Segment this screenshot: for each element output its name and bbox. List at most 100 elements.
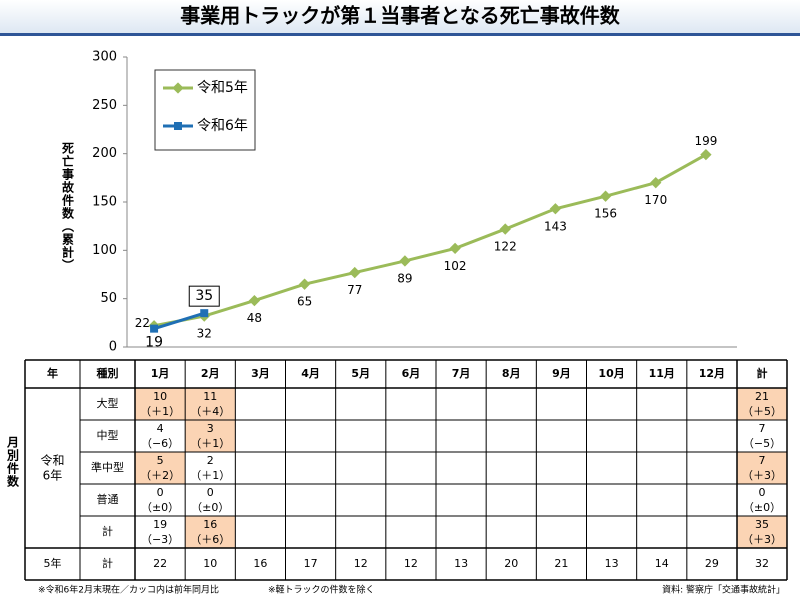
legend-label: 令和5年 (197, 80, 248, 96)
row-label: 大型 (97, 396, 119, 410)
value-label: 77 (347, 283, 362, 297)
cell-highlight (737, 516, 787, 548)
y-tick-label: 0 (109, 340, 117, 355)
row-label: 普通 (97, 492, 119, 506)
cell-highlight (737, 388, 787, 420)
cell-change: （＋4） (190, 405, 230, 418)
value-label: 170 (644, 193, 667, 207)
value-label: 32 (197, 327, 212, 341)
marker (700, 148, 712, 161)
table-header: 3月 (251, 367, 270, 380)
value-label: 122 (494, 240, 517, 254)
value-label: 22 (135, 316, 150, 330)
note: ※軽トラックの件数を除く (268, 584, 375, 596)
value-label: 48 (247, 311, 262, 325)
table-header: 年 (47, 366, 58, 380)
title: 事業用トラックが第１当事者となる死亡事故件数 (180, 4, 620, 28)
table-header: 10月 (598, 367, 624, 380)
table-header: 8月 (502, 367, 521, 380)
value-label: 199 (694, 134, 717, 148)
marker (449, 242, 461, 255)
marker (650, 177, 662, 189)
cell-value: 21 (755, 390, 769, 403)
row-label: 計 (102, 524, 113, 538)
cell-highlight (135, 388, 186, 420)
cell-value: 0 (157, 486, 164, 499)
cell-value: 0 (759, 486, 766, 499)
y-tick-label: 200 (92, 146, 117, 161)
note: ※令和6年2月末現在／カッコ内は前年同月比 (38, 584, 219, 596)
line (153, 153, 707, 328)
line (153, 311, 205, 331)
cell-value: 7 (759, 454, 766, 467)
value-label: 102 (444, 259, 467, 273)
table-header: 12月 (699, 367, 725, 380)
table-header: 種別 (97, 366, 119, 380)
cell-change: （−3） (141, 533, 179, 546)
cell-highlight (185, 388, 236, 420)
cell-value: 21 (554, 557, 568, 570)
cell-change: （±0） (743, 501, 781, 514)
marker (499, 223, 511, 235)
cell-value: 7 (759, 422, 766, 435)
cell-value: 29 (705, 557, 719, 570)
legend-label: 令和6年 (197, 118, 248, 134)
cell-value: 16 (203, 518, 217, 531)
cell-highlight (185, 420, 236, 452)
table-header: 7月 (452, 367, 471, 380)
value-label: 19 (145, 335, 163, 351)
y-tick-label: 150 (92, 195, 117, 210)
marker (349, 266, 361, 279)
side-label: 月別件数 (6, 436, 20, 488)
value-label: 89 (397, 271, 412, 285)
row-label: 中型 (97, 428, 119, 442)
cell-change: （±0） (191, 501, 229, 514)
cell-value: 3 (207, 422, 214, 435)
value-label: 65 (297, 295, 312, 309)
cell-highlight (737, 452, 787, 484)
marker (298, 278, 311, 290)
table-header: 6月 (402, 367, 421, 380)
table-header: 9月 (552, 367, 571, 380)
cell-change: （−6） (141, 437, 179, 450)
cell-change: （＋1） (190, 469, 230, 482)
row-label: 準中型 (91, 460, 124, 474)
y-tick-label: 100 (92, 243, 117, 258)
table-header: 計 (757, 366, 768, 380)
cell-change: （＋6） (190, 533, 230, 546)
cell-value: 22 (153, 557, 167, 570)
cell-value: 10 (153, 390, 167, 403)
cell-change: （＋3） (742, 533, 782, 546)
cell-change: （＋3） (742, 469, 782, 482)
row-label: 5年 (44, 556, 62, 570)
table-header: 5月 (351, 367, 370, 380)
cell-value: 2 (207, 454, 214, 467)
cell-value: 13 (454, 557, 468, 570)
value-label: 156 (594, 207, 617, 221)
cell-highlight (185, 516, 236, 548)
cell-value: 19 (153, 518, 167, 531)
cell-change: （＋2） (140, 469, 180, 482)
cell-change: （＋1） (140, 405, 180, 418)
table-header: 4月 (301, 367, 320, 380)
cell-value: 32 (755, 557, 769, 570)
cell-value: 4 (157, 422, 164, 435)
marker (599, 190, 612, 202)
label-box (188, 285, 220, 307)
cell-value: 12 (404, 557, 418, 570)
cell-value: 14 (655, 557, 669, 570)
title-rule (0, 33, 800, 36)
cell-value: 13 (605, 557, 619, 570)
cell-change: （−5） (743, 437, 781, 450)
cell-value: 5 (157, 454, 164, 467)
marker (248, 294, 261, 307)
marker (200, 309, 209, 318)
cell-value: 35 (755, 518, 769, 531)
y-tick-label: 300 (92, 50, 117, 65)
marker (399, 255, 411, 267)
table-header: 2月 (201, 367, 220, 380)
cell-value: 17 (304, 557, 318, 570)
y-tick-label: 250 (92, 98, 117, 113)
marker (549, 203, 562, 215)
